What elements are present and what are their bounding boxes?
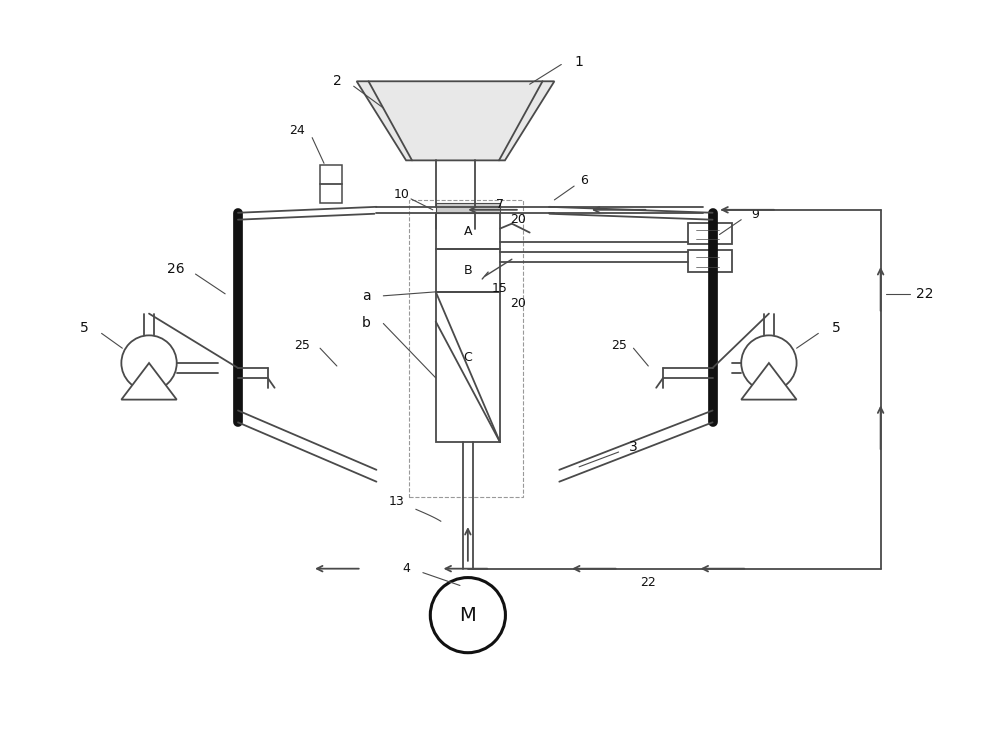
Text: 5: 5	[832, 322, 841, 336]
Bar	[436, 213, 500, 249]
Text: 2: 2	[333, 74, 341, 88]
Text: 5: 5	[80, 322, 89, 336]
Text: 22: 22	[640, 576, 656, 589]
Text: C: C	[463, 350, 472, 364]
Text: 22: 22	[916, 287, 934, 301]
Text: 26: 26	[167, 262, 185, 276]
Text: 3: 3	[629, 440, 638, 454]
Bar	[436, 292, 500, 442]
Text: 25: 25	[294, 339, 310, 352]
Bar	[436, 249, 500, 292]
Polygon shape	[741, 363, 797, 399]
Text: A: A	[464, 224, 472, 237]
Text: 24: 24	[289, 124, 305, 137]
Text: 1: 1	[575, 54, 584, 68]
Bar	[436, 203, 500, 213]
Text: a: a	[362, 289, 371, 303]
Bar	[688, 223, 732, 244]
Bar	[320, 166, 342, 203]
Text: 13: 13	[388, 495, 404, 508]
Bar	[409, 200, 523, 496]
Text: 20: 20	[510, 213, 526, 226]
Text: M: M	[459, 605, 476, 625]
Text: B: B	[464, 264, 472, 277]
Text: 15: 15	[492, 282, 508, 295]
Text: 25: 25	[611, 339, 627, 352]
Text: 7: 7	[496, 199, 504, 211]
Text: 10: 10	[393, 188, 409, 202]
Text: b: b	[362, 317, 371, 331]
Text: 6: 6	[580, 174, 588, 187]
Text: 9: 9	[751, 208, 759, 221]
Text: 20: 20	[510, 297, 526, 310]
Polygon shape	[121, 363, 177, 399]
Text: 4: 4	[402, 562, 410, 575]
Bar	[688, 251, 732, 272]
Polygon shape	[357, 81, 554, 161]
